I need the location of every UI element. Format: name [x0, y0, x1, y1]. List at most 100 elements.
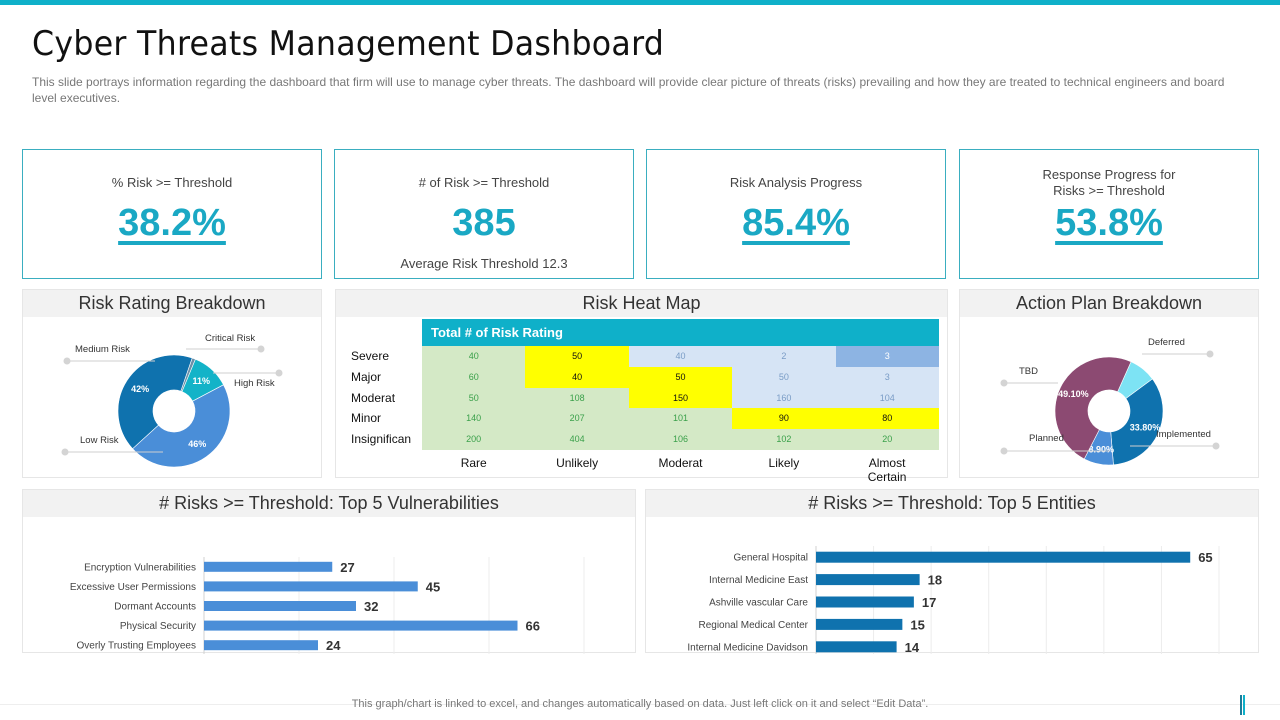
heat-map-cell[interactable]: 207 [525, 408, 629, 430]
kpi-card-response-progress: Response Progress for Risks >= Threshold… [959, 149, 1259, 279]
heat-map-cell[interactable]: 20 [835, 429, 939, 450]
bar[interactable] [816, 596, 914, 608]
donut-data-label: 11% [192, 376, 210, 386]
bar[interactable] [816, 551, 1191, 563]
kpi-value: 38.2% [23, 202, 321, 245]
kpi-card-risk-count: # of Risk >= Threshold 385 Average Risk … [334, 149, 634, 279]
heat-map-cell[interactable]: 140 [422, 408, 526, 430]
bar[interactable] [816, 641, 897, 653]
vulnerabilities-bar-chart[interactable]: -20406080Encryption Vulnerabilities27Exc… [23, 517, 637, 674]
bar[interactable] [204, 561, 333, 572]
bar-value-label: 18 [928, 573, 942, 588]
panel-title: # Risks >= Threshold: Top 5 Vulnerabilit… [23, 490, 635, 517]
callout-dot [1212, 442, 1220, 450]
bar-value-label: 24 [326, 638, 341, 653]
legend-label: Medium Risk [75, 344, 130, 355]
kpi-value-text: 385 [452, 202, 516, 244]
category-label: Physical Security [120, 621, 196, 632]
donut-slice-medium-risk[interactable] [117, 354, 193, 450]
vulnerabilities-panel: # Risks >= Threshold: Top 5 Vulnerabilit… [22, 489, 637, 674]
bar-value-label: 66 [526, 619, 540, 634]
kpi-value-text: 53.8% [1055, 202, 1163, 244]
donut-data-label: 8.90% [1089, 445, 1115, 455]
category-label: Internal Medicine East [709, 575, 808, 586]
kpi-card-analysis-progress: Risk Analysis Progress 85.4% [646, 149, 946, 279]
heat-map-cell[interactable]: 50 [732, 366, 836, 388]
category-label: Dormant Accounts [114, 602, 196, 613]
top-accent-bar [0, 0, 1280, 5]
heat-map-row-label: Minor [351, 411, 382, 426]
heat-map-row-label: Severe [351, 349, 390, 363]
legend-label: Implemented [1156, 429, 1211, 440]
bar[interactable] [204, 601, 356, 611]
page-title: Cyber Threats Management Dashboard [32, 24, 665, 64]
bar[interactable] [204, 640, 318, 651]
heat-map-cell[interactable]: 50 [628, 366, 733, 388]
callout-dot [1000, 379, 1008, 387]
legend-label: Deferred [1148, 337, 1185, 348]
kpi-subtext: Average Risk Threshold 12.3 [400, 256, 568, 271]
bar-value-label: 27 [340, 560, 354, 575]
footer-divider [0, 704, 1280, 705]
bar-value-label: 32 [364, 599, 378, 614]
bar-value-label: 15 [910, 617, 924, 632]
heat-map-column-label: Rare [460, 456, 487, 470]
heat-map-cell[interactable]: 40 [628, 346, 733, 367]
heat-map-cell[interactable]: 60 [422, 366, 526, 388]
kpi-value: 385 [335, 202, 633, 245]
risk-rating-panel: Risk Rating Breakdown 11% 46% 42% Medium Ri… [22, 289, 322, 478]
heat-map-cell[interactable]: 40 [422, 346, 526, 367]
action-plan-donut-chart[interactable]: 33.80% 8.90% 49.10% TBD Deferred Planned Imple… [960, 317, 1260, 479]
heat-map-cell[interactable]: 150 [628, 387, 733, 409]
bar[interactable] [816, 574, 920, 586]
heat-map-row-label: Major [351, 369, 382, 384]
donut-slice-implemented[interactable] [1110, 378, 1164, 466]
footer-note: This graph/chart is linked to excel, and… [351, 698, 929, 710]
heat-map-cell[interactable]: 2 [732, 346, 836, 367]
heat-map-cell[interactable]: 50 [525, 346, 629, 367]
heat-map-cell[interactable]: 104 [835, 387, 939, 409]
heat-map-cell[interactable]: 40 [525, 366, 629, 388]
heat-map-cell[interactable]: 200 [422, 429, 526, 450]
callout-dot [61, 448, 69, 456]
heat-map-cell[interactable]: 101 [628, 408, 733, 430]
donut-data-label: 46% [188, 439, 206, 449]
bar[interactable] [816, 618, 903, 630]
heat-map-panel: Risk Heat Map Total # of Risk Rating Seve… [335, 289, 948, 484]
bar-value-label: 17 [922, 595, 936, 610]
bar[interactable] [204, 620, 518, 631]
page-subtitle: This slide portrays information regardin… [32, 75, 1225, 105]
heat-map-cell[interactable]: 3 [835, 366, 939, 388]
footer-mark [1240, 695, 1242, 715]
donut-slice-tbd[interactable] [1054, 356, 1132, 460]
kpi-label-line2: Risks >= Threshold [1053, 183, 1165, 198]
kpi-label-line1: Response Progress for [1042, 167, 1176, 182]
heat-map-cell[interactable]: 106 [628, 429, 733, 450]
bar[interactable] [204, 581, 418, 592]
category-label: Internal Medicine Davidson [687, 642, 808, 653]
heat-map-cell[interactable]: 3 [835, 346, 939, 367]
bar-value-label: 14 [905, 640, 920, 654]
heat-map-cell[interactable]: 80 [835, 408, 939, 430]
heat-map-header: Total # of Risk Rating [422, 319, 939, 346]
heat-map-cell[interactable]: 102 [732, 429, 836, 450]
panel-title: Action Plan Breakdown [960, 290, 1258, 317]
heat-map-cell[interactable]: 404 [525, 429, 629, 450]
entities-panel: # Risks >= Threshold: Top 5 Entities -10… [645, 489, 1260, 677]
heat-map-cell[interactable]: 50 [422, 387, 526, 409]
heat-map-cell[interactable]: 108 [525, 387, 629, 409]
kpi-value-text: 38.2% [118, 202, 226, 244]
donut-data-label: 33.80% [1130, 422, 1161, 432]
heat-map-column-label: Moderat [658, 456, 703, 470]
callout-dot [63, 357, 71, 365]
risk-rating-donut-chart[interactable]: 11% 46% 42% Medium Risk Critical Risk High Ri… [23, 317, 323, 479]
bar-value-label: 45 [426, 579, 440, 594]
footer-mark [1243, 695, 1245, 715]
donut-slice-low-risk[interactable] [132, 384, 231, 468]
heat-map-column-label: Likely [768, 456, 800, 470]
category-label: Encryption Vulnerabilities [84, 562, 196, 573]
heat-map-cell[interactable]: 90 [732, 408, 836, 430]
entities-bar-chart[interactable]: -10203040506070General Hospital65Interna… [646, 517, 1260, 677]
callout-dot [1000, 447, 1008, 455]
heat-map-cell[interactable]: 160 [732, 387, 836, 409]
